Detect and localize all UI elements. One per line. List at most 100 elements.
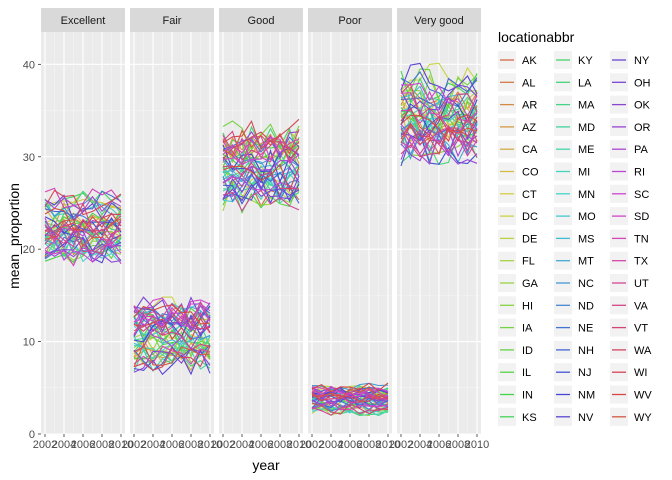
series-line-vt [311,392,389,403]
legend-label: IA [522,323,533,335]
series-line-nc [133,316,211,344]
series-line-wy [400,124,478,156]
legend-item-pa: PA [610,140,649,159]
legend-label: MS [578,233,595,245]
legend-label: RI [634,167,645,179]
legend-item-ak: AK [498,51,537,69]
series-line-mn [133,334,211,360]
legend-label: ID [522,345,533,357]
x-tick-label: 2008 [446,439,470,451]
series-line-ky [44,190,122,208]
legend-item-ar: AR [498,95,537,114]
series-line-oh [222,168,300,200]
series-line-ok [222,165,300,198]
legend-item-fl: FL [498,251,535,270]
legend-label: AZ [522,122,536,134]
series-line-ny [222,183,300,202]
legend-label: WV [634,390,652,402]
legend-item-nh: NH [554,340,594,359]
legend-item-ut: UT [610,274,649,292]
x-tick-label: 2010 [465,439,489,451]
legend-item-nj: NJ [554,363,591,382]
series-line-wi [133,317,211,341]
x-tick-label: 2004 [141,439,165,451]
series-line-nv [133,348,211,376]
x-tick-label: 2002 [211,439,235,451]
legend-item-ky: KY [554,51,593,69]
legend-item-wv: WV [610,385,652,404]
series-line-tn [133,345,211,365]
legend-item-mo: MO [554,207,596,226]
strip-label: Excellent [61,15,106,27]
y-tick-label: 40 [23,59,35,71]
legend-item-ny: NY [610,51,650,69]
series-line-wa [400,114,478,145]
series-line-vt [400,82,478,119]
series-line-nj [44,221,122,237]
legend-label: KS [522,412,537,424]
legend-label: WA [634,345,652,357]
series-line-sc [133,303,211,327]
legend-item-in: IN [498,385,533,404]
legend-item-la: LA [554,73,592,92]
series-line-oh [400,84,478,111]
legend-label: UT [634,278,649,290]
legend-label: ND [578,300,594,312]
series-line-va [44,229,122,255]
legend-item-mt: MT [554,251,594,270]
series-line-wy [44,218,122,248]
series-line-nj [400,133,478,167]
legend-item-ma: MA [554,95,595,114]
legend-item-nm: NM [554,385,595,404]
legend-label: LA [578,77,592,89]
legend-label: NH [578,345,594,357]
series-line-wv [44,207,122,232]
legend-label: TN [634,233,649,245]
legend-label: NV [578,412,594,424]
series-line-ne [222,136,300,157]
legend-item-id: ID [498,340,533,359]
legend-item-nd: ND [554,296,594,315]
legend-item-me: ME [554,140,595,159]
legend-label: MI [578,167,590,179]
legend-label: MD [578,122,595,134]
legend-label: MT [578,256,594,268]
series-line-or [44,236,122,258]
x-tick-label: 2006 [427,439,451,451]
legend-label: WI [634,367,647,379]
legend-item-sd: SD [610,207,649,226]
legend-label: NJ [578,367,591,379]
strip-background [397,8,481,32]
legend-item-nv: NV [554,407,594,426]
y-tick-label: 10 [23,337,35,349]
series-line-tn [311,401,389,411]
legend-item-mn: MN [554,184,595,203]
legend-label: SD [634,211,649,223]
legend-label: FL [522,256,535,268]
series-line-sd [44,243,122,267]
legend-item-ia: IA [498,318,533,337]
series-line-mn [222,164,300,190]
series-line-sc [44,240,122,263]
legend-label: MO [578,211,596,223]
series-line-tn [400,90,478,122]
legend-item-de: DE [498,229,537,248]
series-line-tx [133,311,211,336]
y-tick-label: 0 [29,429,35,441]
legend-item-va: VA [610,296,649,315]
strip-background [41,8,125,32]
x-tick-label: 2006 [160,439,184,451]
legend-label: CT [522,189,537,201]
series-line-me [311,403,389,417]
legend-title: locationabbr [498,29,575,45]
strip-label: Good [248,15,275,27]
legend-item-mi: MI [554,162,590,181]
legend-item-or: OR [610,117,651,136]
legend-label: AR [522,100,537,112]
legend-label: OH [634,77,651,89]
series-line-nv [311,389,389,399]
legend-item-tn: TN [610,229,649,248]
legend-label: DE [522,233,537,245]
